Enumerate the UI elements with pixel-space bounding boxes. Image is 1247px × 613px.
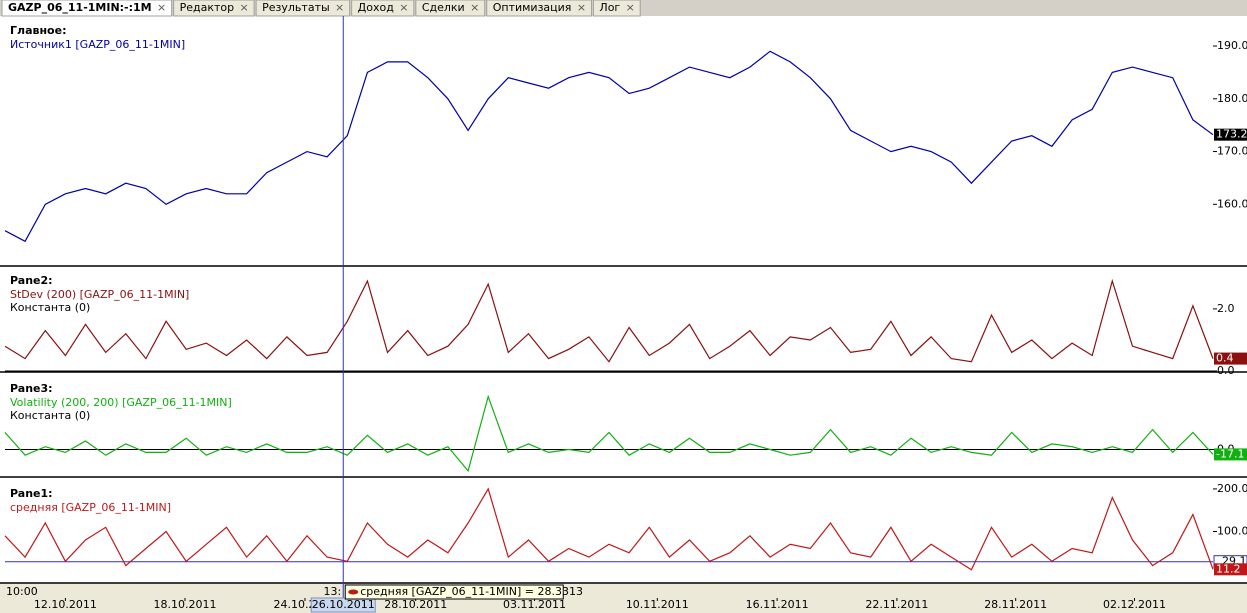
series-line bbox=[4, 278, 1214, 363]
x-tick-label: 28.10.2011 bbox=[384, 598, 447, 611]
series-line bbox=[4, 394, 1214, 473]
y-tick-label: 200.0 bbox=[1217, 482, 1247, 495]
legend-entry: Константа (0) bbox=[10, 301, 90, 314]
last-value-box bbox=[1214, 448, 1247, 461]
pane-title: Pane2: bbox=[10, 274, 53, 287]
cursor-date-label: 26.10.2011 bbox=[312, 598, 375, 611]
y-tick-label: 2.0 bbox=[1217, 302, 1235, 315]
tab[interactable] bbox=[486, 0, 592, 17]
x-tick-label: 12.10.2011 bbox=[34, 598, 97, 611]
x-tick-label: 10.11.2011 bbox=[626, 598, 689, 611]
x-tick-label: 18.10.2011 bbox=[153, 598, 216, 611]
x-tick-label: 28.11.2011 bbox=[984, 598, 1047, 611]
tab[interactable] bbox=[173, 0, 255, 17]
series-line bbox=[4, 487, 1214, 571]
last-value-label: 11.2 bbox=[1216, 562, 1241, 575]
x-tick-label: 22.11.2011 bbox=[865, 598, 928, 611]
tab-close[interactable]: × bbox=[399, 1, 408, 14]
tab-label[interactable]: Сделки bbox=[422, 1, 465, 14]
y-tick-label: 160.0 bbox=[1217, 197, 1247, 210]
tab-label[interactable]: GAZP_06_11-1MIN:-:1M bbox=[8, 1, 152, 14]
last-value-box bbox=[1214, 128, 1247, 141]
tab-label[interactable]: Доход bbox=[358, 1, 395, 14]
tab[interactable] bbox=[351, 0, 415, 17]
tooltip-text: средняя [GAZP_06_11-1MIN] = 28.3313 bbox=[360, 585, 583, 598]
tooltip-box bbox=[344, 584, 564, 600]
tab-label[interactable]: Редактор bbox=[180, 1, 235, 14]
last-value-label: -17.1 bbox=[1216, 447, 1244, 460]
date-axis-area bbox=[0, 583, 1247, 613]
x-tick-label: 16.11.2011 bbox=[746, 598, 809, 611]
cursor-date-box bbox=[310, 597, 376, 613]
tab[interactable] bbox=[1, 0, 173, 17]
tab-close[interactable]: × bbox=[577, 1, 586, 14]
y-tick-label: 0.0 bbox=[1217, 364, 1235, 377]
pane-title: Pane3: bbox=[10, 382, 53, 395]
last-value-box bbox=[1214, 563, 1247, 576]
tab[interactable] bbox=[592, 0, 641, 17]
x-tick-label: 03.11.2011 bbox=[503, 598, 566, 611]
x-tick-label: 02.12.2011 bbox=[1103, 598, 1166, 611]
y-tick-label: 190.0 bbox=[1217, 39, 1247, 52]
series-line bbox=[4, 50, 1214, 243]
legend-entry: Константа (0) bbox=[10, 409, 90, 422]
legend-entry: средняя [GAZP_06_11-1MIN] bbox=[10, 501, 171, 514]
legend-entry: StDev (200) [GAZP_06_11-1MIN] bbox=[10, 288, 189, 301]
cursor-time-label: 13: bbox=[324, 585, 342, 598]
y-tick-label: 180.0 bbox=[1217, 92, 1247, 105]
legend-entry: Volatility (200, 200) [GAZP_06_11-1MIN] bbox=[10, 396, 232, 409]
y-tick-label: 170.0 bbox=[1217, 145, 1247, 158]
pane-title: Pane1: bbox=[10, 487, 53, 500]
tab-close[interactable]: × bbox=[240, 1, 249, 14]
tab-label[interactable]: Оптимизация bbox=[493, 1, 572, 14]
tab-label[interactable]: Лог bbox=[599, 1, 620, 14]
last-value-label: 0.4 bbox=[1216, 352, 1234, 365]
price-axis-area bbox=[1213, 16, 1247, 583]
tab[interactable] bbox=[415, 0, 486, 17]
tab-close[interactable]: × bbox=[157, 1, 166, 14]
legend-entry: Источник1 [GAZP_06_11-1MIN] bbox=[10, 38, 185, 51]
time-label: 10:00 bbox=[6, 585, 38, 598]
pane-title: Главное: bbox=[10, 24, 66, 37]
last-value-box bbox=[1214, 352, 1247, 365]
y-tick-label: 100.0 bbox=[1217, 525, 1247, 538]
last-value-label: 173.2 bbox=[1216, 128, 1247, 141]
tooltip-marker bbox=[348, 589, 359, 595]
tab-close[interactable]: × bbox=[335, 1, 344, 14]
tab[interactable] bbox=[255, 0, 351, 17]
tab-close[interactable]: × bbox=[470, 1, 479, 14]
tab-close[interactable]: × bbox=[626, 1, 635, 14]
tab-label[interactable]: Результаты bbox=[262, 1, 330, 14]
